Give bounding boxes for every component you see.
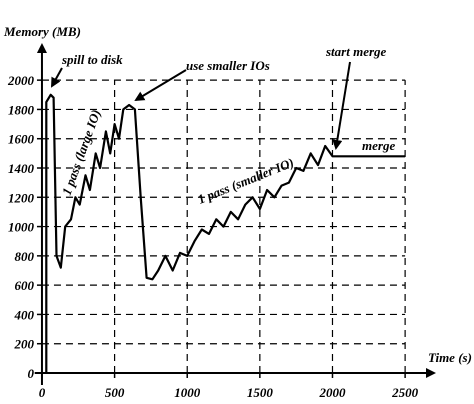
annotation: spill to disk [61, 52, 123, 67]
x-tick-label: 1000 [174, 385, 201, 400]
annotation: 1 pass (smaller IO) [196, 155, 296, 207]
arrow [332, 61, 351, 150]
x-tick-label: 0 [39, 385, 46, 400]
arrow [51, 67, 63, 88]
y-tick-label: 1600 [8, 132, 35, 147]
y-tick-label: 600 [14, 278, 34, 293]
x-axis-label: Time (s) [428, 350, 472, 365]
annotation: use smaller IOs [186, 58, 270, 73]
y-axis-label: Memory (MB) [3, 24, 81, 39]
arrow [134, 69, 187, 102]
y-tick-label: 0 [27, 366, 34, 381]
y-tick-label: 1400 [8, 161, 35, 176]
y-tick-label: 400 [13, 307, 34, 322]
y-tick-label: 800 [14, 249, 34, 264]
y-tick-label: 2000 [7, 73, 35, 88]
y-tick-label: 200 [13, 337, 34, 352]
annotation: 1 pass (large IO) [59, 107, 104, 197]
x-tick-label: 1500 [247, 385, 274, 400]
annotation: start merge [325, 44, 387, 59]
y-tick-label: 1800 [8, 102, 35, 117]
y-tick-label: 1200 [8, 190, 35, 205]
x-tick-label: 2500 [391, 385, 419, 400]
data-line [45, 93, 406, 373]
x-tick-label: 2000 [318, 385, 346, 400]
x-tick-label: 500 [105, 385, 125, 400]
annotation: merge [362, 138, 395, 153]
y-tick-label: 1000 [8, 220, 35, 235]
